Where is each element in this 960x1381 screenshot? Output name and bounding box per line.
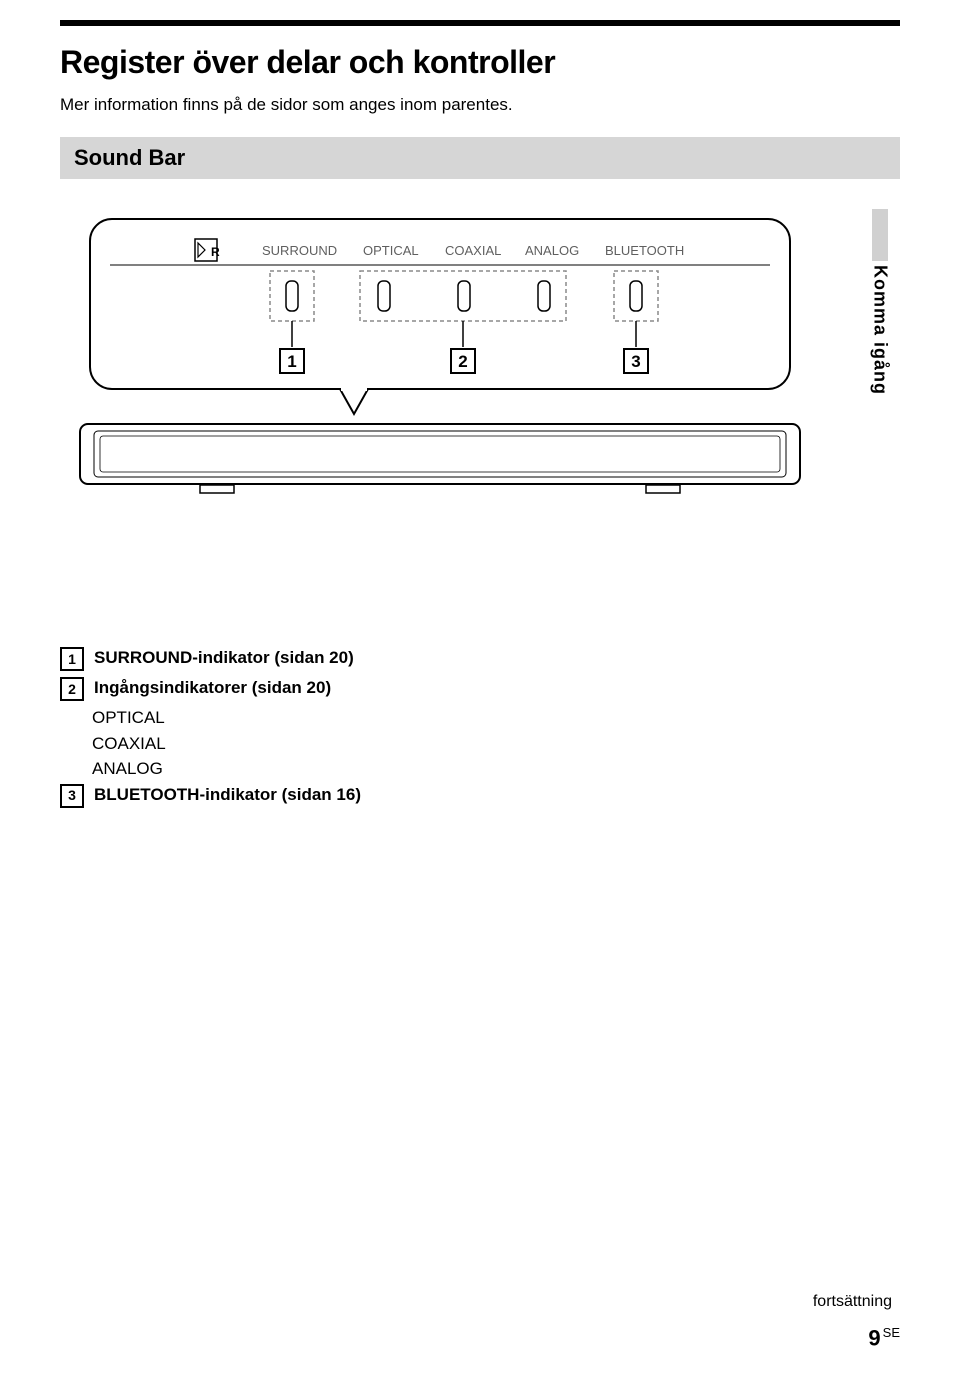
callout-num-1: 1 xyxy=(287,352,296,371)
led-coaxial xyxy=(458,281,470,311)
label-bluetooth: BLUETOOTH xyxy=(605,243,684,258)
callout-num-3: 3 xyxy=(631,352,640,371)
diagram-column: R SURROUND OPTICAL COAXIAL ANALOG BLUETO… xyxy=(60,209,860,609)
legend-item-1: 1 SURROUND-indikator (sidan 20) xyxy=(60,645,900,671)
dashed-box-1 xyxy=(270,271,314,321)
page-number-value: 9 xyxy=(868,1325,880,1350)
legend-num-2: 2 xyxy=(60,677,84,701)
continuation-label: fortsättning xyxy=(813,1293,892,1311)
diagram-row: R SURROUND OPTICAL COAXIAL ANALOG BLUETO… xyxy=(60,209,900,609)
soundbar-body xyxy=(80,424,800,493)
legend-item-3: 3 BLUETOOTH-indikator (sidan 16) xyxy=(60,782,900,808)
legend-item-2: 2 Ingångsindikatorer (sidan 20) xyxy=(60,675,900,701)
legend-text-3: BLUETOOTH-indikator (sidan 16) xyxy=(94,785,361,804)
dashed-box-3 xyxy=(614,271,658,321)
label-optical: OPTICAL xyxy=(363,243,419,258)
side-tab-marker xyxy=(872,209,888,261)
label-surround: SURROUND xyxy=(262,243,337,258)
section-heading: Sound Bar xyxy=(60,137,900,179)
page-title: Register över delar och kontroller xyxy=(60,44,900,81)
ir-label: R xyxy=(211,245,220,259)
pointer-triangle xyxy=(340,389,368,414)
legend-text-2: Ingångsindikatorer (sidan 20) xyxy=(94,678,331,697)
label-coaxial: COAXIAL xyxy=(445,243,501,258)
callout-num-2: 2 xyxy=(458,352,467,371)
led-optical xyxy=(378,281,390,311)
label-analog: ANALOG xyxy=(525,243,579,258)
footer-continuation: fortsättning xyxy=(813,1293,900,1311)
page: Register över delar och kontroller Mer i… xyxy=(0,0,960,1381)
page-number-suffix: SE xyxy=(883,1325,900,1340)
dashed-box-2 xyxy=(360,271,566,321)
led-surround xyxy=(286,281,298,311)
page-number: 9SE xyxy=(868,1325,900,1351)
legend-sub-2c: ANALOG xyxy=(92,756,900,782)
led-bluetooth xyxy=(630,281,642,311)
soundbar-diagram: R SURROUND OPTICAL COAXIAL ANALOG BLUETO… xyxy=(60,209,820,609)
legend-sub-2b: COAXIAL xyxy=(92,731,900,757)
top-rule xyxy=(60,20,900,26)
legend-num-1: 1 xyxy=(60,647,84,671)
ir-receiver-icon: R xyxy=(195,239,220,261)
legend-sub-2a: OPTICAL xyxy=(92,705,900,731)
legend-num-3: 3 xyxy=(60,784,84,808)
subtitle: Mer information finns på de sidor som an… xyxy=(60,95,900,115)
pointer-mask xyxy=(341,385,367,391)
side-tab-column: Komma igång xyxy=(860,209,900,395)
led-analog xyxy=(538,281,550,311)
legend-list: 1 SURROUND-indikator (sidan 20) 2 Ingång… xyxy=(60,645,900,808)
side-tab-label: Komma igång xyxy=(870,265,891,395)
legend-text-1: SURROUND-indikator (sidan 20) xyxy=(94,648,354,667)
